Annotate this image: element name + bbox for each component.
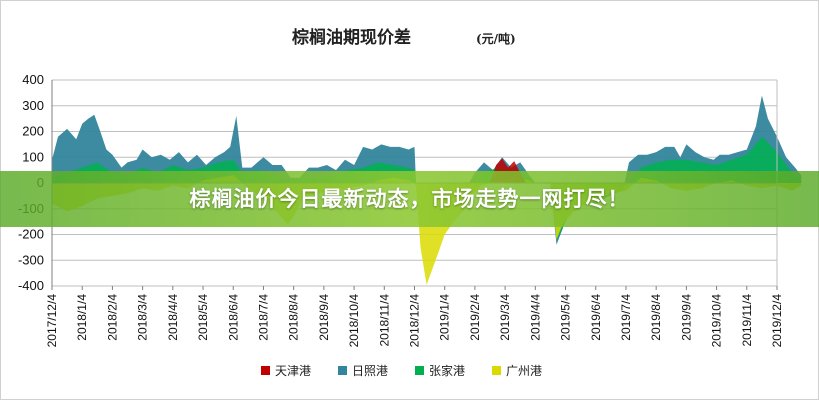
legend-label-2: 张家港 (429, 363, 465, 378)
chart-title: 棕榈油期现价差 (292, 27, 411, 48)
x-tick-label-7: 2018/7/4 (257, 294, 271, 341)
y-tick-label-0: 400 (22, 72, 44, 87)
x-tick-label-6: 2018/6/4 (226, 294, 240, 341)
y-tick-label-2: 200 (22, 124, 44, 139)
x-tick-label-12: 2018/12/4 (408, 294, 422, 348)
chart-legend: 天津港 日照港 张家港 广州港 (261, 363, 542, 378)
chart-unit: (元/吨) (476, 31, 516, 46)
x-tick-label-4: 2018/4/4 (166, 294, 180, 341)
x-tick-label-19: 2019/7/4 (619, 294, 633, 341)
legend-swatch-0 (261, 366, 270, 375)
x-tick-label-0: 2017/12/4 (45, 294, 59, 348)
legend-swatch-1 (338, 366, 347, 375)
x-tick-label-24: 2019/12/4 (770, 294, 784, 348)
x-tick-label-13: 2019/1/4 (438, 294, 452, 341)
x-tick-label-3: 2018/3/4 (136, 294, 150, 341)
legend-swatch-3 (492, 366, 501, 375)
legend-swatch-2 (415, 366, 424, 375)
x-tick-label-18: 2019/6/4 (589, 294, 603, 341)
legend-label-1: 日照港 (352, 364, 388, 378)
x-tick-label-10: 2018/10/4 (347, 294, 361, 348)
x-tick-label-20: 2019/8/4 (649, 294, 663, 341)
x-tick-label-1: 2018/1/4 (75, 294, 89, 341)
x-tick-label-8: 2018/8/4 (287, 294, 301, 341)
x-tick-label-17: 2019/5/4 (559, 294, 573, 341)
series-area-广州港 (52, 175, 802, 285)
y-tick-label-3: 100 (22, 149, 44, 164)
x-tick-label-16: 2019/4/4 (528, 294, 542, 341)
x-tick-label-14: 2019/2/4 (468, 294, 482, 341)
legend-label-0: 天津港 (275, 364, 311, 378)
x-tick-label-11: 2018/11/4 (377, 294, 391, 347)
x-tick-label-23: 2019/11/4 (740, 294, 754, 347)
x-tick-label-9: 2018/9/4 (317, 294, 331, 341)
y-tick-label-1: 300 (22, 98, 44, 113)
headline-banner (0, 171, 819, 227)
y-tick-label-6: -200 (18, 227, 44, 242)
x-tick-label-22: 2019/10/4 (710, 294, 724, 348)
x-tick-label-2: 2018/2/4 (105, 294, 119, 341)
x-tick-label-21: 2019/9/4 (679, 294, 693, 341)
x-tick-label-5: 2018/5/4 (196, 294, 210, 341)
legend-label-3: 广州港 (506, 364, 542, 378)
y-tick-label-7: -300 (18, 252, 44, 267)
x-tick-label-15: 2019/3/4 (498, 294, 512, 341)
x-axis-ticks: 2017/12/4 2018/1/4 2018/2/4 2018/3/4 2018/4/… (45, 286, 784, 347)
y-tick-label-8: -400 (18, 278, 44, 293)
headline-text: 棕榈油价今日最新动态，市场走势一网打尽！ (189, 187, 630, 211)
